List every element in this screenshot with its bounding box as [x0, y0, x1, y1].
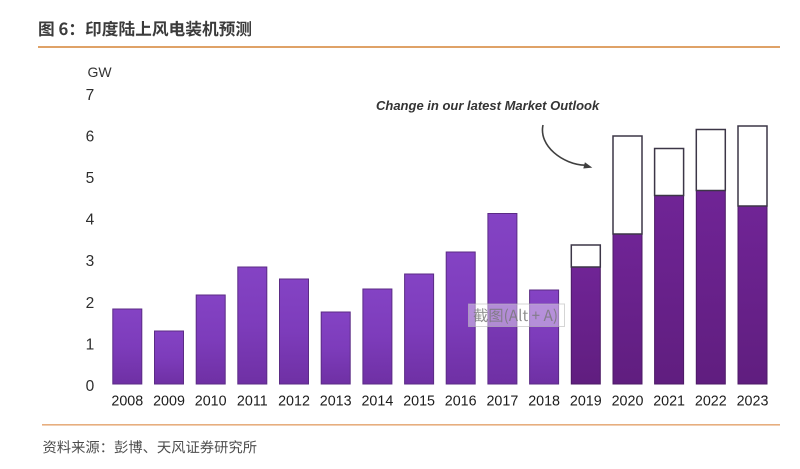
svg-text:2010: 2010: [195, 394, 227, 410]
svg-text:0: 0: [86, 378, 95, 395]
svg-text:2020: 2020: [612, 394, 644, 410]
svg-text:5: 5: [86, 170, 95, 187]
svg-text:2021: 2021: [653, 394, 685, 410]
svg-text:2016: 2016: [445, 394, 477, 410]
svg-text:6: 6: [86, 128, 95, 145]
svg-text:2019: 2019: [570, 394, 602, 410]
svg-text:7: 7: [86, 87, 95, 104]
svg-text:2013: 2013: [320, 394, 352, 410]
svg-text:2: 2: [86, 295, 95, 312]
svg-text:GW: GW: [88, 64, 113, 80]
svg-text:2015: 2015: [403, 394, 435, 410]
svg-text:Change in our latest Market Ou: Change in our latest Market Outlook: [376, 98, 600, 113]
svg-text:3: 3: [86, 253, 95, 270]
svg-text:2009: 2009: [153, 394, 185, 410]
svg-text:1: 1: [86, 336, 95, 353]
svg-text:4: 4: [86, 212, 95, 229]
svg-text:2012: 2012: [278, 394, 310, 410]
svg-text:2018: 2018: [528, 394, 560, 410]
svg-text:2011: 2011: [237, 394, 268, 410]
svg-text:2022: 2022: [695, 394, 727, 410]
svg-text:2014: 2014: [361, 394, 393, 410]
svg-text:2017: 2017: [486, 394, 518, 410]
svg-text:2008: 2008: [111, 394, 143, 410]
svg-text:2023: 2023: [737, 394, 769, 410]
